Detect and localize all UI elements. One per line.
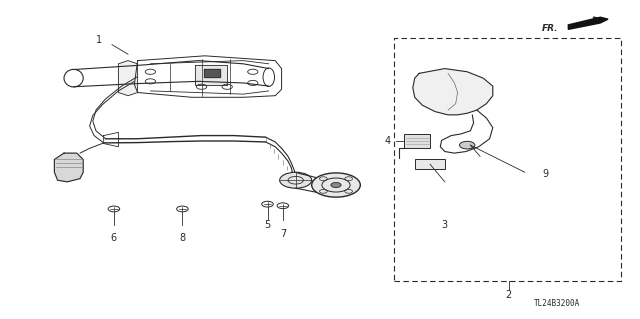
Polygon shape (204, 69, 220, 77)
Text: 9: 9 (542, 169, 548, 179)
Text: 1: 1 (96, 35, 102, 45)
Bar (394, 38, 621, 281)
Polygon shape (413, 69, 493, 115)
Text: 5: 5 (264, 220, 271, 230)
Text: TL24B3200A: TL24B3200A (534, 299, 580, 308)
Polygon shape (118, 61, 138, 96)
Text: 7: 7 (280, 229, 286, 240)
Text: 4: 4 (384, 136, 390, 146)
Text: 8: 8 (179, 233, 186, 243)
Polygon shape (54, 153, 83, 182)
Text: 3: 3 (442, 220, 448, 230)
Circle shape (460, 141, 475, 149)
Bar (415, 159, 445, 169)
Circle shape (331, 182, 341, 188)
Polygon shape (568, 17, 608, 29)
Text: 6: 6 (111, 233, 117, 243)
Text: 2: 2 (506, 290, 512, 300)
Bar (404, 134, 430, 148)
Polygon shape (195, 65, 227, 85)
Circle shape (312, 173, 360, 197)
Text: FR.: FR. (541, 24, 558, 33)
Circle shape (280, 172, 312, 188)
